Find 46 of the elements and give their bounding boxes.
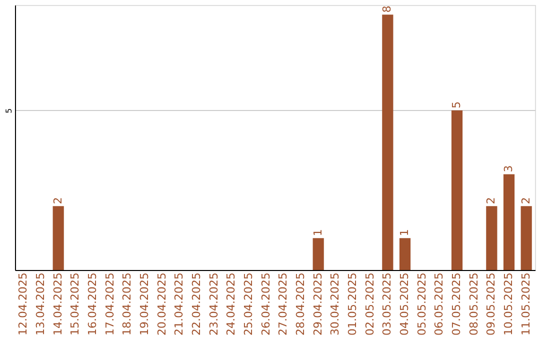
x-tick-label: 16.04.2025 xyxy=(86,272,99,336)
x-tick-label: 01.05.2025 xyxy=(346,272,359,336)
x-tick-label: 22.04.2025 xyxy=(190,272,203,336)
data-label: 5 xyxy=(450,101,463,108)
data-label: 8 xyxy=(380,6,394,13)
x-tick-label: 27.04.2025 xyxy=(276,272,290,336)
x-tick-label: 02.05.2025 xyxy=(363,272,376,336)
data-label: 1 xyxy=(398,229,411,236)
data-label: 1 xyxy=(311,229,324,236)
x-tick-label: 09.05.2025 xyxy=(484,272,498,336)
x-tick-label: 12.04.2025 xyxy=(16,272,30,336)
x-tick-label: 05.05.2025 xyxy=(415,272,428,336)
bar xyxy=(52,206,64,270)
x-tick-label: 03.05.2025 xyxy=(380,272,394,336)
x-tick-label: 13.04.2025 xyxy=(34,272,47,336)
x-tick-label: 19.04.2025 xyxy=(138,272,151,336)
x-tick-label: 06.05.2025 xyxy=(432,272,446,336)
x-tick-label: 07.05.2025 xyxy=(450,272,463,336)
data-label: 3 xyxy=(502,165,515,172)
x-tick-label: 21.04.2025 xyxy=(172,272,186,336)
x-tick-label: 04.05.2025 xyxy=(398,272,411,336)
bar xyxy=(382,14,394,270)
bar xyxy=(520,206,532,270)
x-tick-label: 23.04.2025 xyxy=(207,272,220,336)
x-tick-label: 30.04.2025 xyxy=(328,272,342,336)
x-tick-label: 10.05.2025 xyxy=(502,272,515,336)
x-tick-label: 29.04.2025 xyxy=(311,272,324,336)
x-tick-label: 15.04.2025 xyxy=(68,272,82,336)
bar xyxy=(399,238,411,270)
x-tick-label: 14.04.2025 xyxy=(51,272,64,336)
bar xyxy=(312,238,324,270)
x-tick-label: 17.04.2025 xyxy=(103,272,116,336)
bar xyxy=(451,110,463,270)
x-tick-label: 28.04.2025 xyxy=(294,272,307,336)
x-tick-label: 24.04.2025 xyxy=(224,272,238,336)
bar xyxy=(503,174,515,270)
x-tick-label: 18.04.2025 xyxy=(120,272,134,336)
x-tick-label: 26.04.2025 xyxy=(259,272,272,336)
x-tick-label: 11.05.2025 xyxy=(519,272,532,336)
data-label: 2 xyxy=(51,197,64,204)
x-tick-label: 20.04.2025 xyxy=(155,272,168,336)
data-label: 2 xyxy=(519,197,532,204)
bar xyxy=(486,206,498,270)
x-tick-label: 25.04.2025 xyxy=(242,272,255,336)
data-label: 2 xyxy=(484,197,498,204)
x-tick-label: 08.05.2025 xyxy=(467,272,480,336)
